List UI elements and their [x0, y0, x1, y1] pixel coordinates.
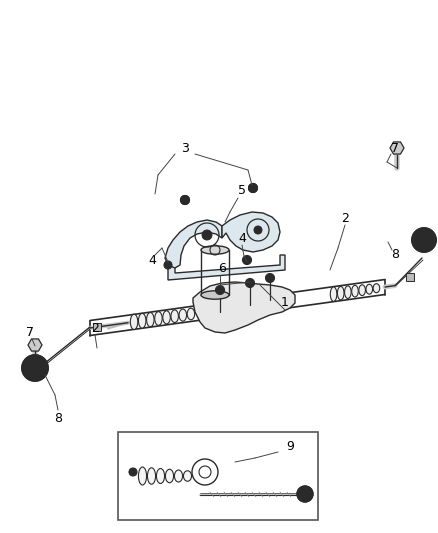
Ellipse shape — [337, 286, 344, 300]
Circle shape — [412, 228, 436, 252]
Text: 4: 4 — [238, 231, 246, 245]
Ellipse shape — [352, 285, 358, 297]
Text: 6: 6 — [218, 262, 226, 274]
Ellipse shape — [138, 467, 147, 485]
Circle shape — [22, 355, 48, 381]
Ellipse shape — [179, 309, 187, 321]
Text: 3: 3 — [181, 141, 189, 155]
Bar — [118, 432, 318, 520]
Circle shape — [180, 196, 190, 205]
Ellipse shape — [330, 287, 337, 301]
Ellipse shape — [131, 314, 138, 329]
Polygon shape — [193, 282, 295, 333]
Ellipse shape — [166, 469, 173, 483]
Polygon shape — [390, 142, 404, 154]
Text: 7: 7 — [391, 141, 399, 155]
Circle shape — [243, 255, 251, 264]
Ellipse shape — [201, 246, 229, 254]
Circle shape — [297, 486, 313, 502]
Circle shape — [265, 273, 275, 282]
Ellipse shape — [345, 286, 351, 298]
Ellipse shape — [138, 313, 146, 328]
Polygon shape — [93, 323, 101, 331]
Text: 2: 2 — [91, 321, 99, 335]
Text: 1: 1 — [281, 296, 289, 310]
Circle shape — [419, 235, 429, 245]
Ellipse shape — [163, 311, 170, 324]
Circle shape — [248, 183, 258, 192]
Polygon shape — [28, 339, 42, 351]
Ellipse shape — [171, 310, 178, 322]
Circle shape — [164, 261, 172, 269]
Circle shape — [215, 286, 225, 295]
Ellipse shape — [155, 312, 162, 325]
Circle shape — [202, 230, 212, 240]
Circle shape — [29, 362, 41, 374]
Ellipse shape — [373, 284, 380, 293]
Text: 8: 8 — [391, 248, 399, 262]
Polygon shape — [168, 255, 285, 280]
Ellipse shape — [147, 312, 154, 327]
Ellipse shape — [156, 469, 165, 483]
Ellipse shape — [187, 308, 194, 320]
Text: 9: 9 — [286, 440, 294, 454]
Text: 8: 8 — [54, 411, 62, 424]
Ellipse shape — [148, 468, 155, 484]
Polygon shape — [222, 212, 280, 252]
Circle shape — [302, 491, 308, 497]
Ellipse shape — [174, 470, 183, 482]
Ellipse shape — [184, 471, 191, 481]
Text: 2: 2 — [341, 212, 349, 224]
Text: 4: 4 — [148, 254, 156, 266]
Circle shape — [254, 226, 262, 234]
Text: 5: 5 — [238, 183, 246, 197]
Polygon shape — [165, 220, 222, 268]
Text: 7: 7 — [26, 326, 34, 338]
Circle shape — [246, 279, 254, 287]
Ellipse shape — [359, 285, 365, 296]
Circle shape — [129, 468, 137, 476]
Polygon shape — [406, 273, 414, 281]
Ellipse shape — [201, 291, 229, 299]
Ellipse shape — [366, 284, 373, 294]
